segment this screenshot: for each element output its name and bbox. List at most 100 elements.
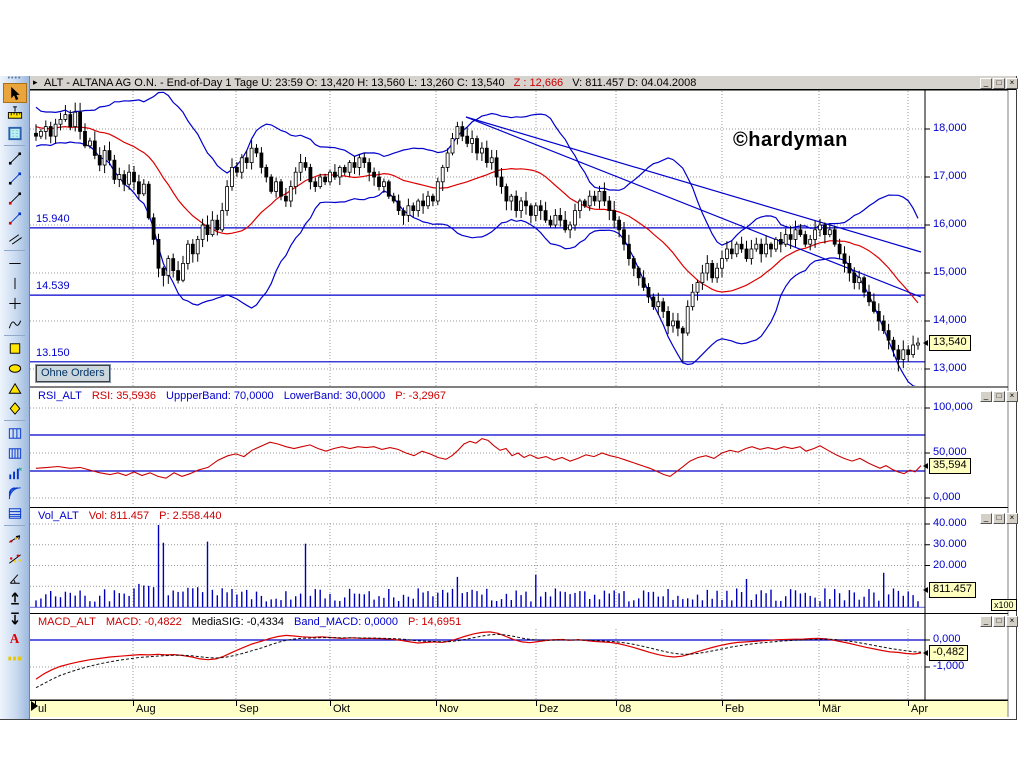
macd-minimize-button[interactable]: _ (980, 616, 992, 627)
tool-parallel-lines-icon[interactable] (3, 228, 27, 248)
rsi-window-controls: _ □ × (979, 391, 1018, 403)
tool-split-two-icon[interactable] (3, 423, 27, 443)
header-stat: MACD: -0,4822 (105, 616, 182, 628)
tool-angle-icon[interactable] (3, 568, 27, 588)
header-stat: RSI_ALT (38, 390, 82, 402)
axis-label: 18,000 (933, 122, 967, 134)
app-window-controls: _ □ × (979, 78, 1018, 90)
tool-ellipse-shape-icon[interactable] (3, 358, 27, 378)
month-tick (330, 701, 331, 706)
tool-text-icon[interactable]: A (3, 628, 27, 648)
tool-trendline-icon[interactable] (3, 148, 27, 168)
volume-value-badge: 811.457 (929, 582, 976, 599)
header-stat: MediaSIG: -0,4334 (191, 616, 285, 628)
header-stat: Vol: 811.457 (88, 510, 150, 522)
vol-pane-header: Vol_ALT Vol: 811.457 P: 2.558.440 (38, 510, 232, 522)
tool-region-select-icon[interactable] (3, 123, 27, 143)
tool-split-multi-icon[interactable] (3, 443, 27, 463)
header-stat: P: -3,2967 (395, 390, 446, 402)
chart-title: ALT - ALTANA AG O.N. - End-of-Day 1 Tage… (44, 77, 705, 89)
support-level-label: 15.940 (36, 212, 70, 225)
axis-label: 15,000 (933, 266, 967, 278)
axis-label: 0,000 (933, 491, 961, 503)
price-value-badge: 13,540 (929, 335, 971, 352)
rsi-pane-header: RSI_ALT RSI: 35,5936 UppperBand: 70,0000 Lo… (38, 390, 456, 402)
axis-scroll-arrow[interactable] (31, 701, 38, 711)
axis-label: -1,000 (933, 660, 965, 672)
toolbar-divider (4, 525, 25, 526)
tool-triangle-shape-icon[interactable] (3, 378, 27, 398)
tool-palette-icon[interactable] (3, 648, 27, 668)
axis-label: 17,000 (933, 170, 967, 182)
month-tick (722, 701, 723, 706)
month-tick (436, 701, 437, 706)
toolbar-grip[interactable]: •••• (7, 75, 22, 82)
macd-maximize-button[interactable]: □ (993, 616, 1005, 627)
month-label: Mär (822, 703, 841, 715)
tool-curve-icon[interactable] (3, 313, 27, 333)
app-maximize-button[interactable]: □ (993, 78, 1005, 89)
rsi-minimize-button[interactable]: _ (980, 391, 992, 402)
tool-diamond-shape-icon[interactable] (3, 398, 27, 418)
tool-trendline-red-blue-icon[interactable] (3, 208, 27, 228)
macd-close-button[interactable]: × (1006, 616, 1018, 627)
tool-arrow-up-icon[interactable] (3, 588, 27, 608)
tool-fibonacci-fan-icon[interactable] (3, 483, 27, 503)
title-text-segment: V: 811.457 D: 04.04.2008 (572, 77, 697, 89)
month-label: Aug (136, 703, 156, 715)
header-stat: Band_MACD: 0,0000 (294, 616, 398, 628)
tool-fibonacci-grid-icon[interactable] (3, 503, 27, 523)
vol-maximize-button[interactable]: □ (993, 513, 1005, 524)
axis-label: 0,000 (933, 633, 961, 645)
title-arrow-icon: ▸ (33, 77, 38, 87)
drawing-toolbar: •••• A (0, 75, 30, 719)
tool-horizontal-line-icon[interactable] (3, 253, 27, 273)
tool-vector-line-icon[interactable] (3, 528, 27, 548)
tool-trendline-red-icon[interactable] (3, 188, 27, 208)
tool-crosshair-icon[interactable] (3, 293, 27, 313)
month-tick (819, 701, 820, 706)
tool-rect-shape-icon[interactable] (3, 338, 27, 358)
month-tick (133, 701, 134, 706)
app-close-button[interactable]: × (1006, 78, 1018, 89)
vol-close-button[interactable]: × (1006, 513, 1018, 524)
badge-arrow-icon (923, 650, 928, 656)
month-tick (536, 701, 537, 706)
support-level-label: 14.539 (36, 280, 70, 293)
month-tick (616, 701, 617, 706)
toolbar-divider (4, 145, 25, 146)
badge-arrow-icon (923, 587, 928, 594)
toolbar-divider (4, 250, 25, 251)
ohne-orders-button[interactable]: Ohne Orders (35, 364, 111, 383)
tool-scatter-icon[interactable] (3, 548, 27, 568)
title-text-segment: Z : 12,666 (513, 77, 564, 89)
axis-label: 50,000 (933, 446, 967, 458)
month-label: Sep (239, 703, 259, 715)
tool-trendline-blue-icon[interactable] (3, 168, 27, 188)
svg-text:A: A (9, 631, 19, 646)
tool-vertical-line-icon[interactable] (3, 273, 27, 293)
vol-minimize-button[interactable]: _ (980, 513, 992, 524)
macd-window-controls: _ □ × (979, 616, 1018, 628)
header-stat: P: 14,6951 (407, 616, 462, 628)
app-minimize-button[interactable]: _ (980, 78, 992, 89)
axis-label: 30.000 (933, 537, 967, 550)
header-stat: MACD_ALT (38, 616, 96, 628)
axis-label: 100,000 (933, 401, 973, 413)
header-stat: RSI: 35,5936 (91, 390, 157, 402)
title-text-segment: ALT - ALTANA AG O.N. - End-of-Day 1 Tage… (44, 77, 505, 89)
tool-arrow-down-icon[interactable] (3, 608, 27, 628)
rsi-maximize-button[interactable]: □ (993, 391, 1005, 402)
support-level-label: 13.150 (36, 346, 70, 359)
tool-pixel-chart-icon[interactable] (3, 463, 27, 483)
rsi-close-button[interactable]: × (1006, 391, 1018, 402)
tool-pointer-icon[interactable] (2, 83, 27, 103)
header-stat: P: 2.558.440 (159, 510, 222, 522)
month-label: 08 (619, 703, 632, 715)
volume-scale-note: x100 (991, 599, 1017, 611)
axis-label: 14,000 (933, 314, 967, 326)
tool-measure-icon[interactable] (3, 103, 27, 123)
badge-arrow-icon (923, 462, 928, 469)
month-tick (908, 701, 909, 706)
